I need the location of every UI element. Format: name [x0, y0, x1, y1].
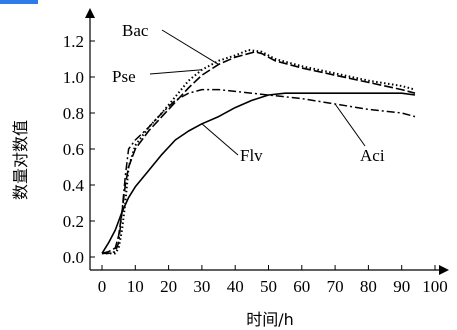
- y-tick-label: 0.0: [63, 248, 84, 267]
- x-tick-label: 60: [293, 277, 310, 296]
- x-tick-label: 70: [327, 277, 344, 296]
- x-axis-title: 时间/h: [246, 310, 294, 329]
- y-tick-label: 0.4: [63, 176, 85, 195]
- x-tick-label: 100: [422, 277, 448, 296]
- x-tick-label: 20: [160, 277, 177, 296]
- leader-line-flv: [201, 123, 239, 156]
- x-tick-label: 10: [127, 277, 144, 296]
- y-tick-label: 0.6: [63, 140, 84, 159]
- accent-bar: [0, 0, 38, 4]
- series-label-bac: Bac: [122, 21, 149, 40]
- series-labels: Bac Pse Flv Aci: [112, 21, 385, 165]
- leader-line-bac: [161, 29, 219, 65]
- leader-line-pse: [149, 69, 202, 75]
- x-tick-label: 80: [360, 277, 377, 296]
- leader-line-aci: [334, 103, 366, 147]
- y-axis-title: 数量对数值: [11, 120, 30, 200]
- axes: [85, 8, 449, 275]
- series-label-flv: Flv: [240, 146, 263, 165]
- x-tick-label: 0: [98, 277, 107, 296]
- series-label-aci: Aci: [360, 146, 385, 165]
- series-label-pse: Pse: [112, 67, 136, 86]
- series-line-aci: [102, 88, 416, 255]
- series-line-flv: [101, 92, 416, 254]
- x-tick-label: 50: [260, 277, 277, 296]
- series-line-bac: [101, 51, 416, 255]
- y-tick-label: 0.2: [63, 212, 84, 231]
- y-tick-label: 0.8: [63, 104, 84, 123]
- x-tick-label: 40: [227, 277, 244, 296]
- y-tick-label: 1.2: [63, 32, 84, 51]
- ticks: 0 10 20 30 40 50 60 70 80 90 100 0.0 0.2 0.4 0.6 0.8 1.0…: [63, 32, 448, 296]
- x-tick-label: 30: [193, 277, 210, 296]
- x-tick-label: 90: [393, 277, 410, 296]
- y-tick-label: 1.0: [63, 68, 84, 87]
